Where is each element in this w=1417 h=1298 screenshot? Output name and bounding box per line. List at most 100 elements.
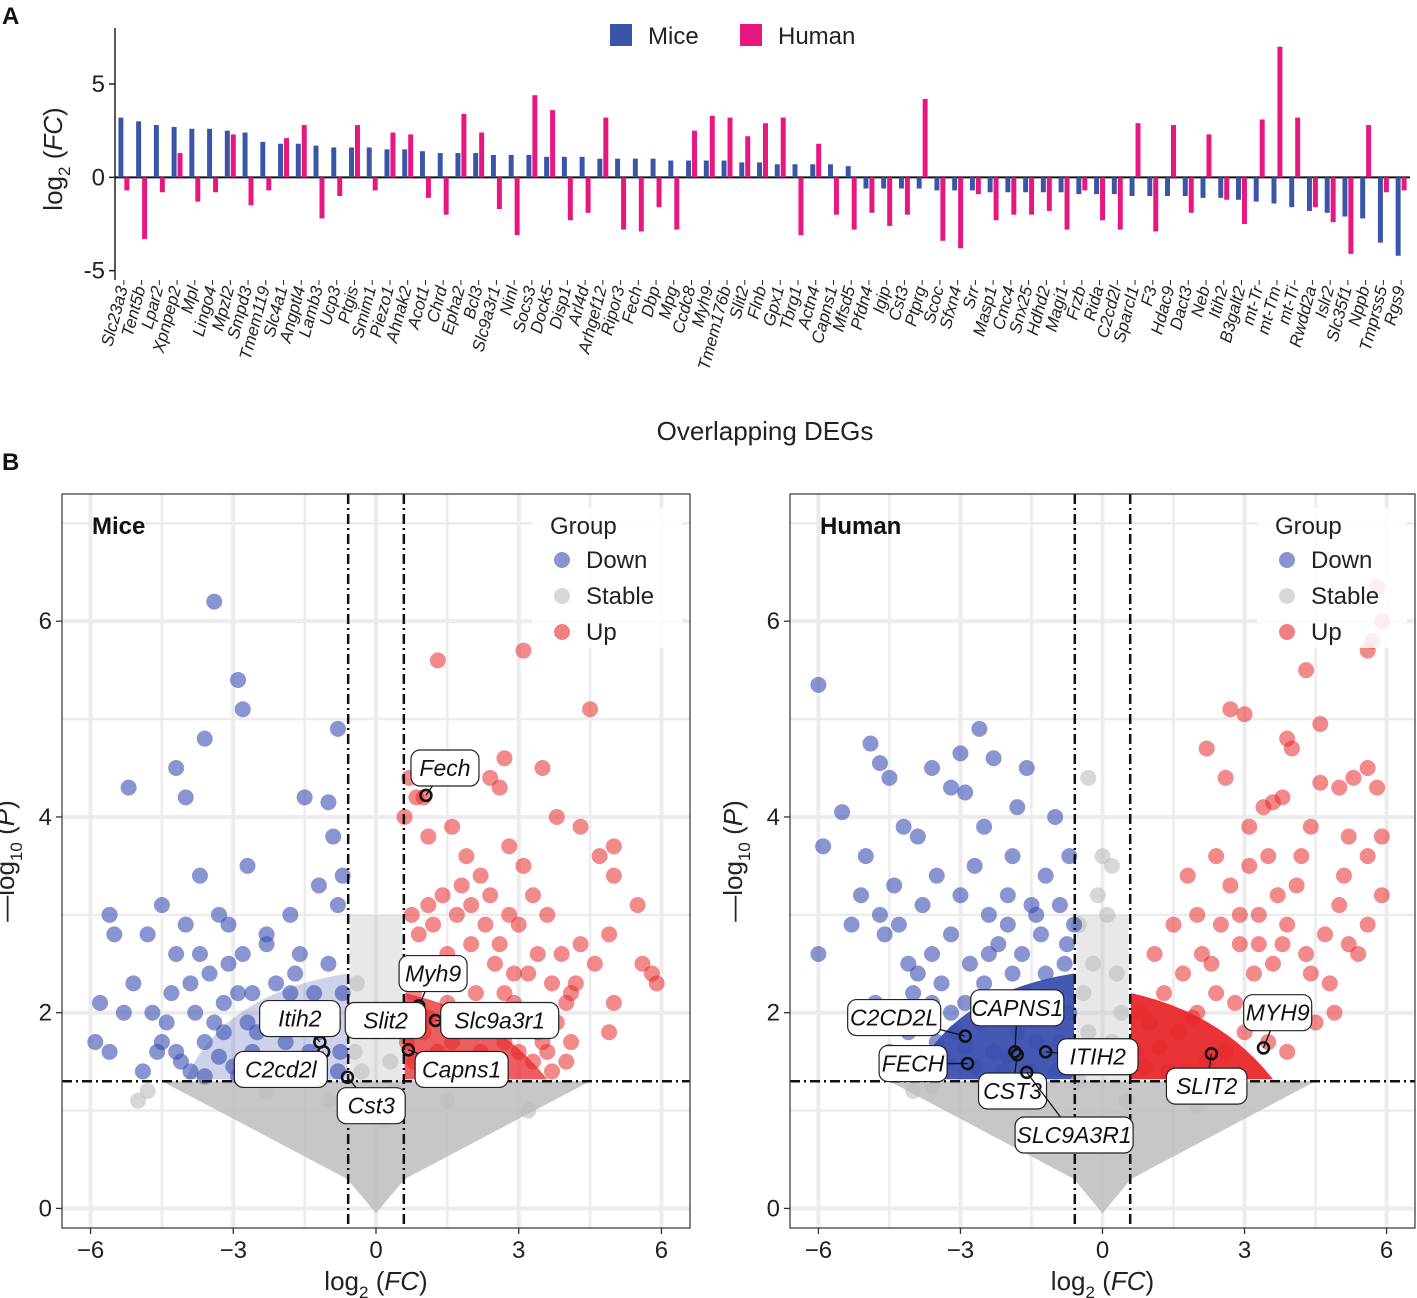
point-down [985,750,1002,767]
callout-box [410,749,480,787]
point-up [444,818,461,835]
bar-mice [349,147,354,178]
bar-human [1383,177,1389,193]
point-down [1028,906,1045,923]
volcano_mice-callouts: Fech Myh9 Slit2 Slc9a3r1 Capns1 Itih2 C2cd2l Cs… [233,749,560,1125]
volcano_mice-title: Mice [92,513,145,540]
point-down [125,975,142,992]
point-up [629,897,646,914]
point-down [1004,965,1021,982]
volcano-plot-human: MYH9 SLIT2 C2CD2L CAPNS1 ITIH2 FECH CST3 SLC9A3… [718,493,1416,1298]
bar-human [354,125,360,178]
point-up [1227,994,1244,1011]
point-down [334,867,351,884]
bar-mice [1058,177,1064,193]
bar-mice [437,153,443,178]
point-down [999,916,1016,933]
bar-human [1348,177,1354,254]
point-down [329,897,346,914]
bar-human [1171,125,1176,178]
point-down [976,818,993,835]
bar-human [284,138,289,178]
legend-label-mice: Mice [648,23,699,50]
point-up [558,1053,575,1070]
point-up [539,1043,556,1060]
point-down [282,985,299,1002]
volcano_human-callouts: MYH9 SLIT2 C2CD2L CAPNS1 ITIH2 FECH CST3 SLC9A3… [847,989,1313,1154]
point-down [239,1014,256,1031]
point-down [871,755,888,772]
bar-human [1082,177,1088,191]
callout-label: MYH9 [1246,1000,1310,1026]
bar-mice [827,164,833,178]
point-stable [346,1043,363,1060]
point-up [1279,916,1296,933]
point-up [491,779,508,796]
bar-mice [313,145,319,178]
bar-mice [136,121,142,178]
point-down [942,926,959,943]
bar-mice [1023,177,1029,193]
point-down [980,945,997,962]
bar-mice [1306,177,1312,211]
point-down [296,789,313,806]
bar-chart: -505Slc23a3Tent5bLpar2Xpnpep2MplLingo4Mp… [38,23,1410,446]
x-tick-label: −3 [947,1237,974,1264]
bar-human [514,177,520,236]
bar-human [142,177,148,239]
point-up [472,867,489,884]
point-up [1302,818,1319,835]
point-up [448,906,465,923]
point-up [505,965,522,982]
legend-bg [1257,508,1407,648]
point-up [420,897,437,914]
bar-mice [1129,177,1135,196]
callout-label: CAPNS1 [971,995,1063,1021]
point-down [881,769,898,786]
point-up [1359,848,1376,865]
point-down [928,867,945,884]
point-up [1222,877,1239,894]
point-down [952,887,969,904]
bar-human [213,177,219,193]
bar-human [1206,134,1212,178]
bar-human [798,177,804,236]
callout-box [1165,1067,1248,1105]
x-tick-label: 6 [655,1237,668,1264]
point-up [515,642,532,659]
point-up [529,945,546,962]
point-up [1269,887,1286,904]
point-up [1331,897,1348,914]
y-tick-label: 6 [39,608,52,635]
bar-mice [1040,177,1046,193]
bar-human [408,134,414,178]
bar-human [266,177,272,191]
point-up [1208,848,1225,865]
point-down [134,1063,151,1080]
point-up [1236,706,1253,723]
bar-mice [969,177,975,191]
volcano_human-x-axis-label: log2 (FC) [1051,1266,1154,1298]
callout-box [878,1044,948,1083]
point-down [191,867,208,884]
point-up [1208,985,1225,1002]
bar-human [922,98,928,178]
point-up [1179,867,1196,884]
point-up [1359,916,1376,933]
legend-dot-stable [554,588,570,604]
point-down [1037,867,1054,884]
point-up [1198,740,1215,757]
point-down [287,965,304,982]
point-down [876,926,893,943]
bar-human [975,177,981,195]
point-down [277,1034,294,1051]
point-down [1004,848,1021,865]
point-down [168,1043,185,1060]
y-tick-label: 4 [767,804,780,831]
point-up [486,955,503,972]
highlight-point [1038,1045,1053,1059]
point-down [834,804,851,821]
point-up [1302,965,1319,982]
point-down [971,720,988,737]
point-stable [1118,1092,1135,1109]
